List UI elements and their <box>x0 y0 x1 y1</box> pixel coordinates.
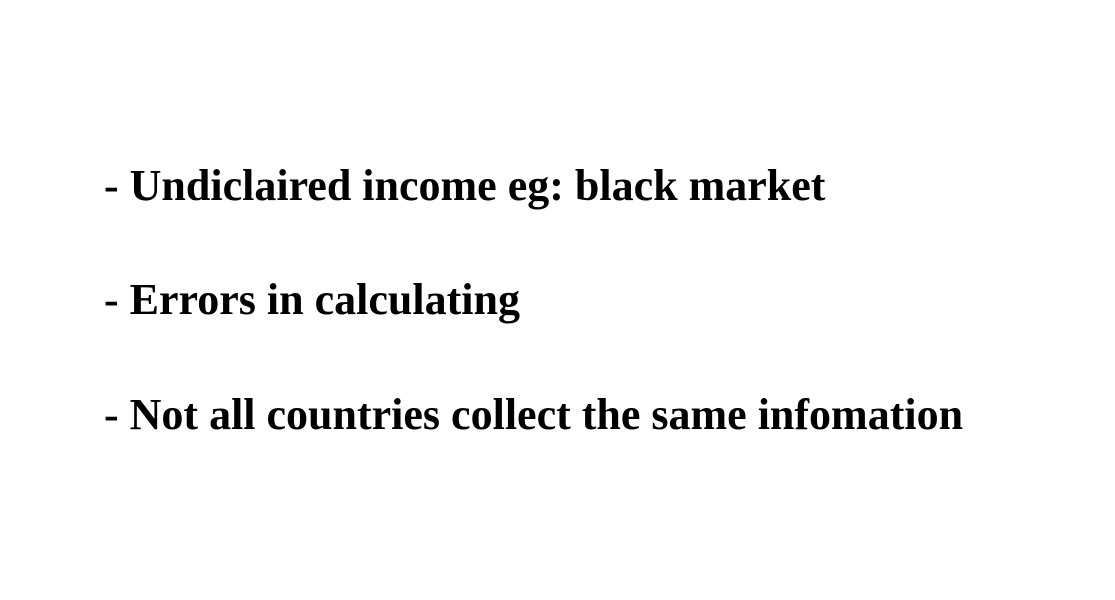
bullet-item: - Errors in calculating <box>104 275 520 324</box>
bullet-item: - Undiclaired income eg: black market <box>104 161 826 210</box>
bullet-item: - Not all countries collect the same inf… <box>104 390 964 439</box>
